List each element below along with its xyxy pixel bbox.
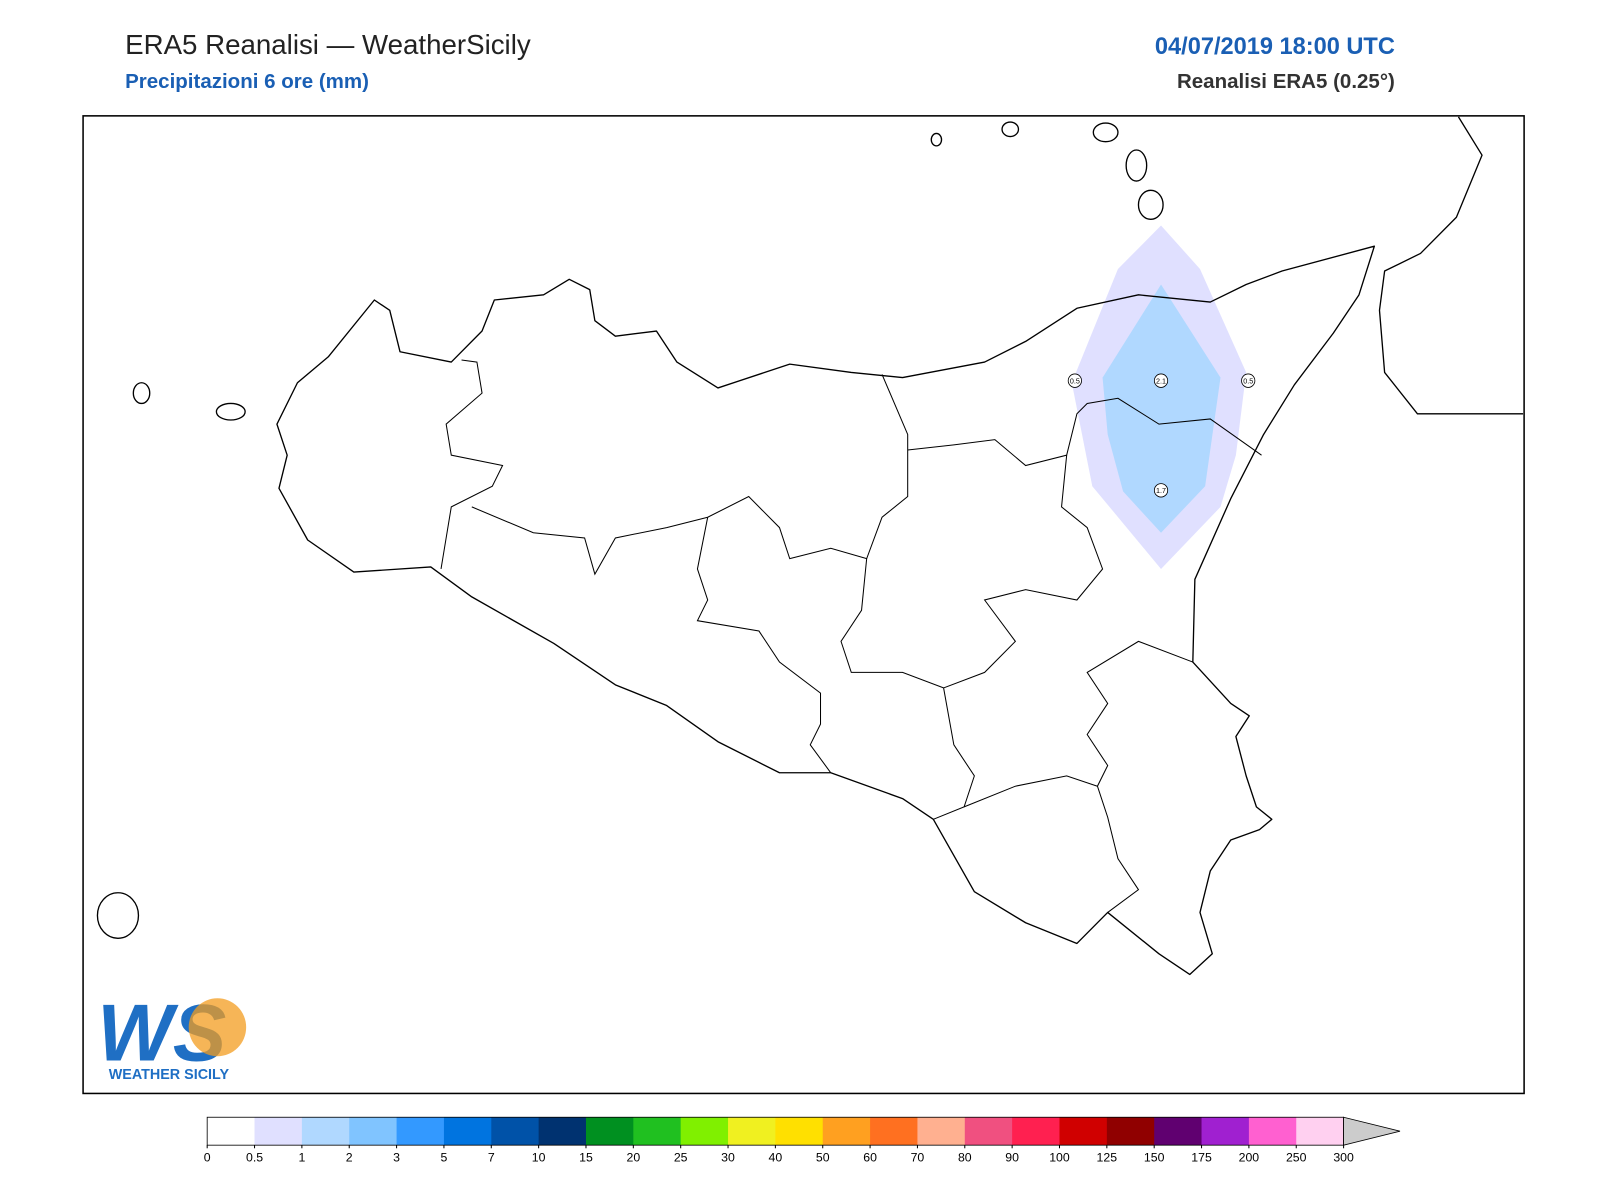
colorbar-tick-label: 0: [204, 1151, 211, 1165]
logo-sun: [188, 998, 247, 1057]
colorbar-swatch: [1201, 1117, 1250, 1146]
source: Reanalisi ERA5 (0.25°): [1177, 70, 1395, 93]
contour-label-bg: [1153, 373, 1169, 388]
colorbar-tick-label: 90: [1005, 1151, 1019, 1165]
province-border: [440, 359, 504, 570]
colorbar-swatch: [538, 1117, 587, 1146]
province-border: [1086, 640, 1194, 913]
colorbar-swatch: [301, 1117, 350, 1146]
colorbar-swatch: [1012, 1117, 1060, 1146]
colorbar-tick-label: 200: [1239, 1151, 1260, 1165]
colorbar-swatch: [870, 1117, 918, 1146]
colorbar-extend: [1343, 1116, 1401, 1146]
colorbar-tick-label: 40: [769, 1151, 783, 1165]
province-border: [471, 374, 909, 576]
colorbar-tick-label: 80: [958, 1151, 972, 1165]
colorbar-tick-label: 10: [532, 1151, 546, 1165]
colorbar-tick-label: 150: [1144, 1151, 1165, 1165]
colorbar-tick-label: 250: [1286, 1151, 1307, 1165]
province-border: [943, 455, 1104, 689]
province-border: [840, 558, 975, 820]
colorbar-tick-label: 30: [721, 1151, 735, 1165]
contour-label-bg: [1067, 373, 1082, 388]
colorbar-swatch: [1248, 1117, 1297, 1146]
colorbar-tick-label: 15: [579, 1151, 593, 1165]
colorbar-swatch: [917, 1117, 966, 1146]
colorbar-swatch: [491, 1117, 540, 1146]
colorbar-tick-label: 7: [488, 1151, 495, 1165]
logo: WS WEATHER SICILY: [97, 988, 247, 1083]
calabria-coast: [1378, 116, 1524, 415]
contour-label: 2.1: [1156, 376, 1166, 385]
island: [1125, 149, 1148, 182]
colorbar-swatch: [443, 1117, 492, 1146]
contour-label: 1.7: [1156, 486, 1166, 495]
colorbar-swatch: [1296, 1117, 1345, 1146]
map-frame: [82, 115, 1525, 1095]
colorbar-tick-label: 2: [346, 1151, 353, 1165]
island: [96, 892, 140, 939]
colorbar-swatch: [585, 1117, 634, 1146]
colorbar-tick-label: 300: [1333, 1151, 1354, 1165]
contour-label-bg: [1153, 483, 1169, 498]
subtitle: Precipitazioni 6 ore (mm): [125, 70, 369, 93]
map: 0.5 2.1 0.5 1.7: [96, 116, 1524, 976]
colorbar-swatch: [1154, 1117, 1203, 1146]
contour-label: 0.5: [1070, 376, 1080, 385]
colorbar-tick-label: 1: [298, 1151, 305, 1165]
province-border: [907, 397, 1262, 467]
precip-area-1: [1102, 284, 1221, 533]
colorbar-tick-label: 125: [1097, 1151, 1118, 1165]
colorbar-tick-label: 70: [911, 1151, 925, 1165]
colorbar-swatch: [633, 1117, 682, 1146]
island: [1001, 121, 1020, 138]
colorbar-swatch: [680, 1117, 729, 1146]
island: [1137, 189, 1164, 220]
province-border: [963, 775, 1098, 808]
colorbar-tick-label: 50: [816, 1151, 830, 1165]
island: [215, 402, 246, 421]
island: [930, 132, 943, 147]
colorbar-tick-label: 175: [1191, 1151, 1212, 1165]
datetime: 04/07/2019 18:00 UTC: [1155, 34, 1395, 60]
logo-text: WEATHER SICILY: [109, 1067, 230, 1083]
colorbar: 0 0.5 1 2 3 5 7 10 15 20 25 30 40 50 60 70 80 90 100 125 150…: [204, 1116, 1401, 1165]
colorbar-tick-label: 3: [393, 1151, 400, 1165]
contour-label-bg: [1241, 373, 1256, 388]
colorbar-swatch: [396, 1117, 445, 1146]
island: [1092, 122, 1119, 143]
colorbar-tick-label: 60: [863, 1151, 877, 1165]
colorbar-swatch: [822, 1117, 871, 1146]
colorbar-swatch: [775, 1117, 824, 1146]
colorbar-tick-label: 25: [674, 1151, 688, 1165]
province-border: [696, 517, 832, 774]
sicily-coast: [276, 245, 1376, 976]
colorbar-tick-label: 0.5: [246, 1151, 263, 1165]
contour-label: 0.5: [1243, 376, 1253, 385]
colorbar-swatch: [349, 1117, 398, 1146]
colorbar-tick-label: 100: [1049, 1151, 1070, 1165]
colorbar-swatch: [728, 1117, 776, 1146]
colorbar-swatch: [207, 1117, 256, 1146]
colorbar-swatch: [964, 1117, 1013, 1146]
colorbar-tick-label: 5: [441, 1151, 448, 1165]
colorbar-swatch: [254, 1117, 303, 1146]
title: ERA5 Reanalisi — WeatherSicily: [125, 29, 531, 60]
colorbar-swatch: [1059, 1117, 1108, 1146]
colorbar-swatch: [1106, 1117, 1155, 1146]
colorbar-tick-label: 20: [626, 1151, 640, 1165]
island: [132, 382, 151, 405]
